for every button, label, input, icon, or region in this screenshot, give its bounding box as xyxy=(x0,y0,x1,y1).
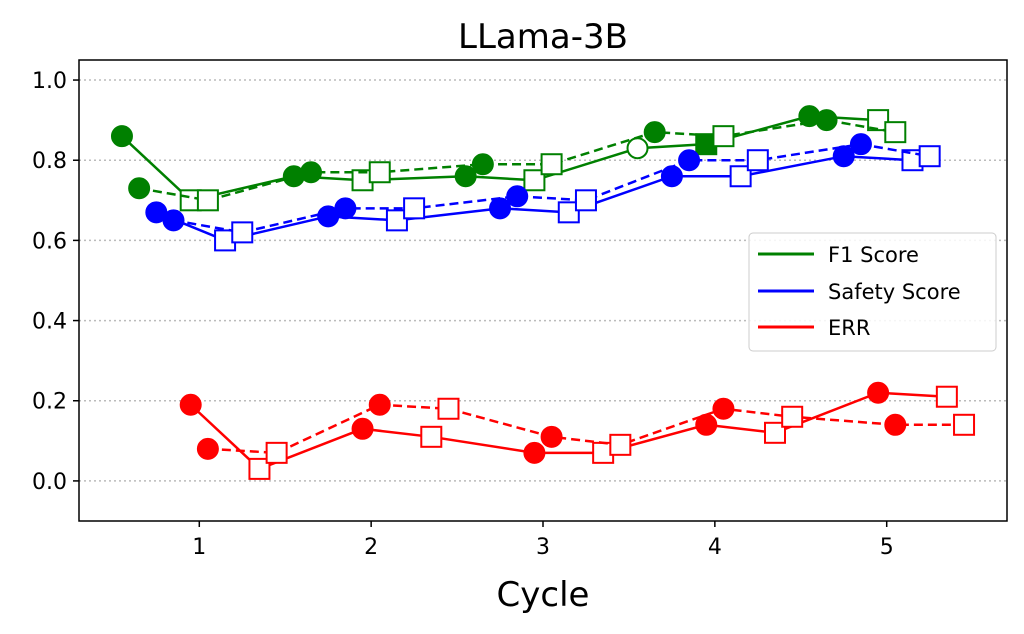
y-tick-label: 0.2 xyxy=(32,390,67,415)
data-point-square xyxy=(884,121,907,144)
y-tick-label: 0.0 xyxy=(32,470,67,495)
series-line xyxy=(155,154,913,242)
series-line xyxy=(138,118,896,202)
series-line xyxy=(121,114,879,202)
x-axis-label: Cycle xyxy=(497,575,590,615)
data-point-circle xyxy=(678,149,701,172)
data-point-circle xyxy=(471,153,494,176)
data-point-square xyxy=(368,161,391,184)
y-tick-label: 0.8 xyxy=(32,149,67,174)
y-tick-label: 0.6 xyxy=(32,229,67,254)
data-point-square xyxy=(265,441,288,464)
data-point-circle xyxy=(626,137,649,160)
series-safety-score-solid xyxy=(145,145,924,252)
data-point-circle xyxy=(523,441,546,464)
data-point-square xyxy=(935,385,958,408)
data-point-square xyxy=(557,201,580,224)
y-tick-label: 0.4 xyxy=(32,310,67,335)
series-f1-score-dashed xyxy=(128,109,907,212)
legend-label-safety: Safety Score xyxy=(828,280,961,304)
data-point-square xyxy=(781,405,804,428)
data-point-square xyxy=(867,109,890,132)
series-err-solid xyxy=(179,381,958,480)
data-point-square xyxy=(712,125,735,148)
data-point-square xyxy=(953,413,976,436)
data-point-circle xyxy=(368,393,391,416)
data-point-square xyxy=(248,457,271,480)
data-point-circle xyxy=(128,177,151,200)
series-f1-score-solid xyxy=(110,105,890,212)
series-line xyxy=(207,403,965,455)
data-point-circle xyxy=(884,413,907,436)
x-tick-label: 5 xyxy=(880,535,894,560)
data-point-circle xyxy=(300,161,322,184)
legend-label-f1: F1 Score xyxy=(828,243,919,267)
data-point-square xyxy=(420,425,443,448)
data-point-circle xyxy=(454,165,477,188)
data-point-circle xyxy=(506,185,529,208)
data-point-square xyxy=(746,149,769,172)
data-point-circle xyxy=(110,125,133,148)
data-point-circle xyxy=(643,121,666,144)
chart-title: LLama-3B xyxy=(458,17,628,57)
data-point-square xyxy=(918,145,941,168)
data-point-circle xyxy=(815,109,838,132)
x-tick-label: 4 xyxy=(708,535,722,560)
data-point-square xyxy=(764,421,786,444)
x-tick-label: 3 xyxy=(536,535,550,560)
data-point-square xyxy=(574,189,597,212)
data-point-circle xyxy=(712,397,735,420)
series-safety-score-dashed xyxy=(162,133,941,244)
ticks: 0.0 0.2 0.4 0.6 0.8 1.0 1 2 3 4 5 xyxy=(32,69,894,560)
data-point-circle xyxy=(489,197,512,220)
series-line xyxy=(189,391,947,471)
series-line xyxy=(173,142,930,234)
legend: F1 Score Safety Score ERR xyxy=(748,232,997,352)
data-point-square xyxy=(540,153,563,176)
data-point-square xyxy=(523,169,546,192)
x-tick-label: 1 xyxy=(192,535,206,560)
data-point-circle xyxy=(849,133,872,156)
y-tick-label: 1.0 xyxy=(32,69,67,94)
legend-label-err: ERR xyxy=(828,316,870,340)
x-tick-label: 2 xyxy=(364,535,378,560)
data-point-circle xyxy=(162,209,185,232)
data-point-circle xyxy=(867,381,890,404)
data-point-square xyxy=(196,189,219,212)
data-point-circle xyxy=(351,417,374,440)
legend-frame xyxy=(748,232,997,352)
data-point-square xyxy=(609,433,632,456)
data-point-square xyxy=(231,221,254,244)
series-group xyxy=(110,105,976,480)
data-point-circle xyxy=(540,425,563,448)
data-point-square xyxy=(385,209,408,232)
data-point-circle xyxy=(179,393,202,416)
data-point-circle xyxy=(660,165,683,188)
data-point-square xyxy=(437,397,460,420)
data-point-square xyxy=(403,197,426,220)
data-point-circle xyxy=(334,197,357,220)
data-point-circle xyxy=(196,437,219,460)
series-err-dashed xyxy=(196,393,976,464)
data-point-square xyxy=(729,165,752,188)
data-point-circle xyxy=(832,145,855,168)
